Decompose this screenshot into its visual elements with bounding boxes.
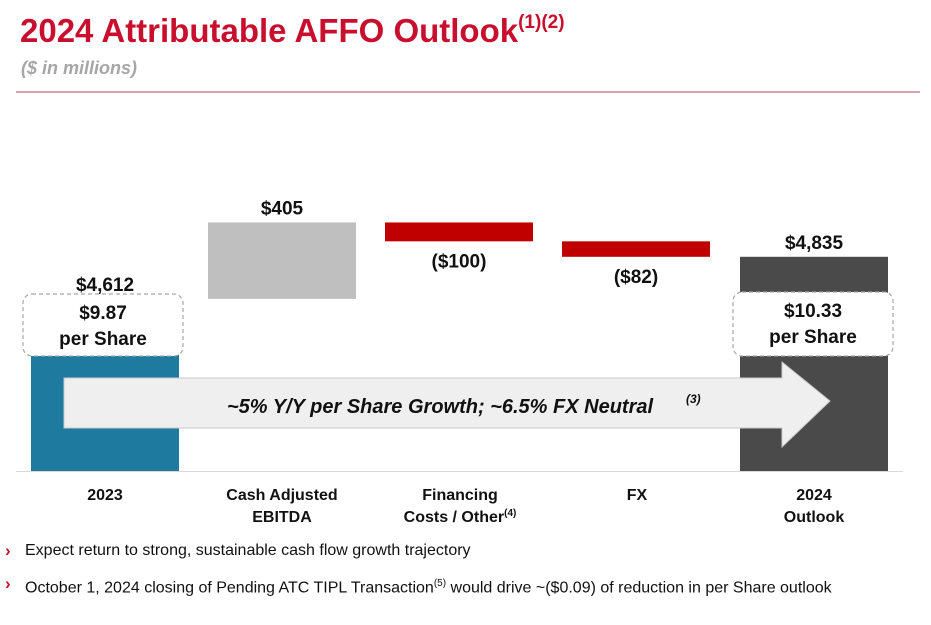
page-title: 2024 Attributable AFFO Outlook(1)(2) xyxy=(20,12,565,50)
bullet-footnote-2: (5) xyxy=(433,578,447,589)
bullet-text-2: October 1, 2024 closing of Pending ATC T… xyxy=(25,579,434,597)
chevron-right-icon: › xyxy=(5,541,11,560)
per-share-value-2: $10.33 xyxy=(784,301,842,322)
per-share-label-1: per Share xyxy=(59,329,147,350)
title-footnote: (1)(2) xyxy=(518,12,565,33)
category-label-3: Financing xyxy=(422,487,498,504)
bullet-item-2: › October 1, 2024 closing of Pending ATC… xyxy=(5,573,925,598)
category-label-4: FX xyxy=(627,487,648,504)
growth-arrow xyxy=(63,360,831,449)
title-divider xyxy=(16,91,920,93)
value-label-1: $4,612 xyxy=(76,275,134,296)
growth-callout-footnote: (3) xyxy=(686,392,701,406)
category-label-3-line2: Costs / Other(4) xyxy=(404,508,517,526)
per-share-box-2 xyxy=(732,291,894,357)
category-label-2-line2: EBITDA xyxy=(252,509,312,526)
bullet-list: › Expect return to strong, sustainable c… xyxy=(5,540,925,610)
bullet-item-1: › Expect return to strong, sustainable c… xyxy=(5,540,925,561)
chevron-right-icon: › xyxy=(5,574,11,593)
category-label-5-line2: Outlook xyxy=(784,509,845,526)
category-label-5: 2024 xyxy=(796,487,832,504)
page-title-text: 2024 Attributable AFFO Outlook xyxy=(20,12,519,49)
value-label-2: $405 xyxy=(261,198,304,219)
bar-3 xyxy=(385,222,533,242)
category-label-1: 2023 xyxy=(87,487,123,504)
per-share-box-1 xyxy=(22,293,184,357)
bar-4 xyxy=(562,241,710,257)
bar-2 xyxy=(208,222,356,299)
value-label-3: ($100) xyxy=(432,251,487,272)
page-subtitle: ($ in millions) xyxy=(21,58,138,78)
value-label-4: ($82) xyxy=(614,267,658,288)
per-share-label-2: per Share xyxy=(769,327,857,348)
growth-callout-text: ~5% Y/Y per Share Growth; ~6.5% FX Neutr… xyxy=(227,396,654,418)
per-share-value-1: $9.87 xyxy=(79,303,127,324)
bullet-text-2-cont: would drive ~($0.09) of reduction in per… xyxy=(446,579,832,597)
bullet-text-1: Expect return to strong, sustainable cas… xyxy=(25,542,471,559)
value-label-5: $4,835 xyxy=(785,233,844,254)
bar-5 xyxy=(740,256,888,471)
waterfall-chart: $4,612 $405 ($100) ($82) $4,835 ~5% Y/Y per S… xyxy=(16,198,903,526)
category-label-2: Cash Adjusted xyxy=(226,487,337,504)
